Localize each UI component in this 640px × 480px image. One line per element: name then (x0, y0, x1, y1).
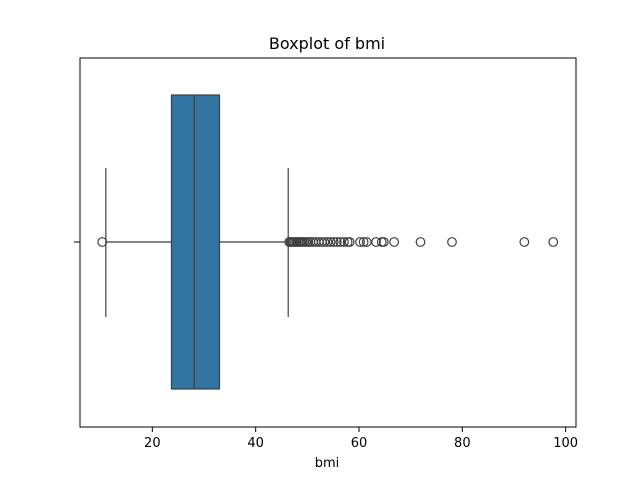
outlier-point (331, 237, 342, 247)
outlier-point (325, 237, 336, 247)
outlier-point (97, 237, 108, 247)
outlier-point (378, 237, 389, 247)
outlier-point (358, 237, 369, 247)
x-tick-label: 40 (247, 436, 264, 451)
outlier-point (339, 237, 349, 247)
outlier-point (519, 237, 530, 247)
x-tick-label: 20 (144, 436, 161, 451)
outlier-point (328, 237, 339, 247)
outlier-point (371, 237, 381, 247)
outlier-point (548, 237, 559, 247)
outlier-point (319, 237, 330, 247)
outlier-point (415, 237, 426, 247)
iqr-box (170, 94, 221, 390)
outlier-point (389, 237, 400, 247)
outlier-point (447, 237, 457, 247)
plot-area (97, 94, 559, 390)
outlier-point (322, 237, 333, 247)
x-tick-label: 60 (351, 436, 368, 451)
x-axis-label: bmi (315, 456, 340, 471)
x-tick-label: 80 (454, 436, 471, 451)
outlier-point (344, 237, 355, 247)
outlier-point (376, 237, 387, 247)
x-tick-label: 100 (553, 436, 578, 451)
chart-title: Boxplot of bmi (269, 34, 385, 53)
x-axis: 20 40 60 80 100 (144, 427, 578, 451)
outlier-point (361, 237, 372, 247)
outlier-point (335, 237, 346, 247)
outlier-point (355, 237, 365, 247)
